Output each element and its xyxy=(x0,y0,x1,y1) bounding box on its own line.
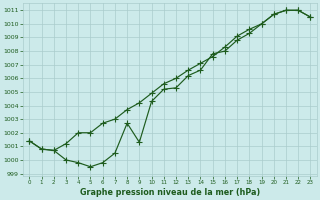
X-axis label: Graphe pression niveau de la mer (hPa): Graphe pression niveau de la mer (hPa) xyxy=(80,188,260,197)
